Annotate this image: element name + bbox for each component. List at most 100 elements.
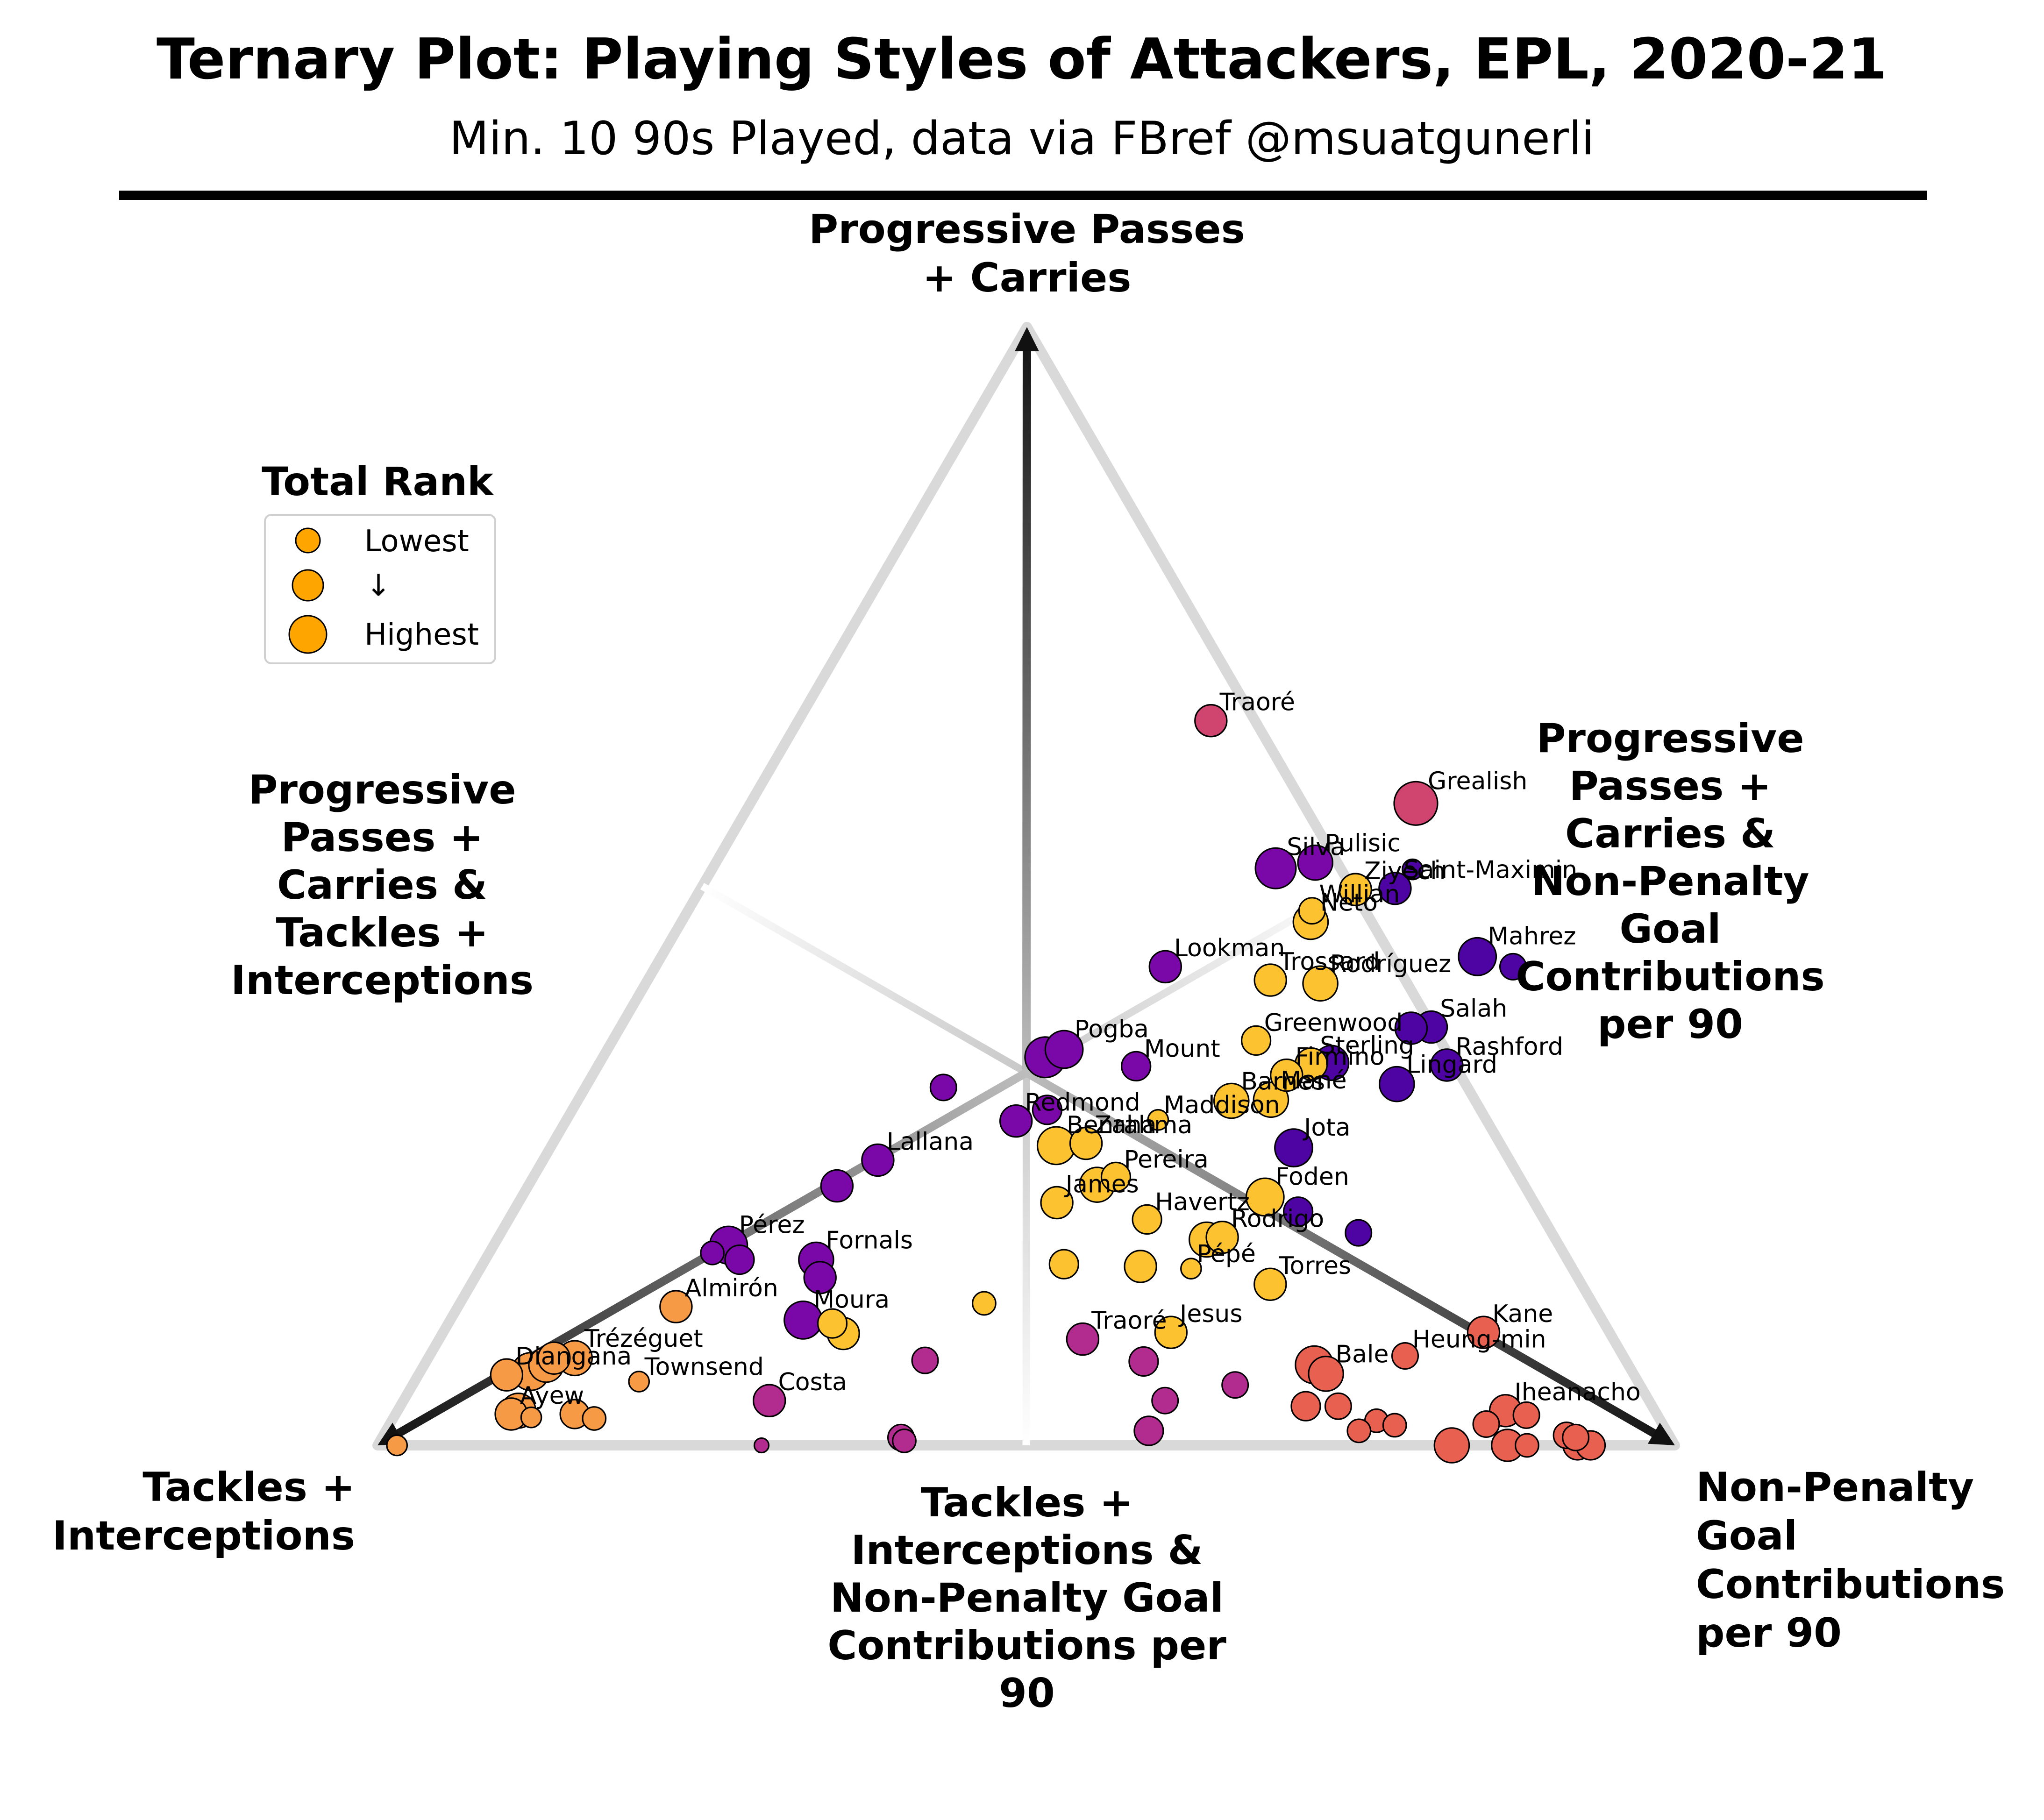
data-point xyxy=(1254,847,1297,889)
arrow-progressive-shaft xyxy=(1022,342,1031,1073)
point-label: Maddison xyxy=(1164,1091,1280,1119)
data-point xyxy=(1128,1346,1159,1377)
point-label: Pulisic xyxy=(1325,830,1401,858)
arrow-goal-contributions-head xyxy=(1647,1422,1675,1445)
axis-label-bottom-line: Interceptions & xyxy=(851,1527,1203,1574)
axis-label-left-line: Interceptions xyxy=(52,1513,355,1559)
data-point xyxy=(1205,1220,1239,1254)
data-point xyxy=(1324,1392,1352,1420)
point-label: Townsend xyxy=(644,1353,764,1381)
data-point xyxy=(1151,1386,1179,1415)
point-label: Lingard xyxy=(1406,1051,1497,1079)
data-point xyxy=(1044,1030,1084,1069)
point-label: Mount xyxy=(1144,1035,1220,1063)
data-point xyxy=(1121,1051,1152,1081)
data-point xyxy=(1393,781,1439,826)
data-point xyxy=(1253,1267,1287,1301)
point-label: James xyxy=(1064,1170,1139,1198)
axis-label-bottom-line: 90 xyxy=(999,1670,1055,1717)
point-label: Diangana xyxy=(515,1343,632,1371)
point-label: Iheanacho xyxy=(1514,1379,1640,1407)
data-points xyxy=(386,704,1606,1464)
data-point xyxy=(1346,1418,1372,1443)
point-label: Firmino xyxy=(1296,1043,1385,1071)
data-point xyxy=(1458,937,1497,976)
data-point xyxy=(1391,1342,1419,1370)
point-label: Bale xyxy=(1336,1341,1389,1369)
axis-label-upper-right-line: Passes + xyxy=(1569,763,1772,810)
data-point xyxy=(1032,1095,1062,1125)
data-point xyxy=(582,1406,607,1431)
data-point xyxy=(1297,844,1334,881)
axis-label-bottom: Tackles + Interceptions & Non-Penalty Goal… xyxy=(827,1479,1226,1717)
data-point xyxy=(1339,873,1372,906)
axis-label-upper-left: Progressive Passes + Carries & Tackles + Int… xyxy=(231,767,534,1004)
data-point xyxy=(1148,950,1182,984)
data-point xyxy=(1378,872,1412,905)
data-point xyxy=(1302,965,1339,1002)
data-point xyxy=(817,1308,848,1339)
point-label: Lookman xyxy=(1174,934,1285,962)
point-label: Traoré xyxy=(1219,689,1295,717)
point-label: Ayew xyxy=(520,1382,584,1410)
data-point xyxy=(1253,1081,1289,1118)
data-point xyxy=(753,1437,770,1454)
data-point xyxy=(1270,1058,1303,1092)
axis-label-right-line: Non-Penalty xyxy=(1696,1464,1974,1511)
data-point xyxy=(1133,1415,1164,1446)
arrow-progressive-head xyxy=(1014,327,1039,352)
data-point xyxy=(1472,1410,1500,1438)
data-point xyxy=(659,1290,693,1323)
point-label: Trézéguet xyxy=(584,1325,703,1353)
point-label: Neto xyxy=(1320,889,1378,917)
data-point xyxy=(999,1104,1033,1138)
axis-label-left: Tackles + Interceptions xyxy=(52,1464,355,1559)
data-point xyxy=(803,1261,837,1294)
data-point xyxy=(386,1434,408,1457)
legend-label-lowest: Lowest xyxy=(364,524,469,559)
point-label: Rodrigo xyxy=(1231,1205,1324,1233)
axis-label-right: Non-Penalty Goal Contributions per 90 xyxy=(1696,1464,2005,1656)
point-label: Kane xyxy=(1492,1300,1553,1328)
data-point xyxy=(1514,1433,1539,1458)
legend-marker-lowest xyxy=(295,527,321,554)
axis-label-upper-left-line: Progressive xyxy=(248,767,516,813)
data-point xyxy=(1154,1315,1188,1349)
axis-label-top-line: + Carries xyxy=(923,255,1132,301)
data-point xyxy=(1040,1186,1074,1220)
point-label: Greenwood xyxy=(1264,1009,1403,1037)
point-label: Lallana xyxy=(887,1128,974,1156)
point-label: Jota xyxy=(1303,1114,1350,1142)
point-label: Zaha xyxy=(1095,1111,1156,1139)
axis-label-upper-right-line: Contributions xyxy=(1516,953,1824,1000)
data-point xyxy=(1499,953,1527,981)
data-point xyxy=(1048,1249,1079,1280)
point-label: Havertz xyxy=(1155,1188,1250,1216)
point-label: Jesus xyxy=(1178,1300,1242,1328)
axis-label-bottom-line: Tackles + xyxy=(921,1479,1133,1526)
chart-title: Ternary Plot: Playing Styles of Attacker… xyxy=(157,27,1887,92)
data-point xyxy=(1283,1196,1314,1227)
axis-label-upper-left-line: Carries & xyxy=(277,862,487,909)
title-divider xyxy=(119,191,1927,200)
axis-label-left-line: Tackles + xyxy=(142,1464,355,1511)
arrow-goal-contributions-shaft xyxy=(1024,1069,1664,1441)
legend-label-highest: Highest xyxy=(364,618,479,652)
axis-label-bottom-line: Non-Penalty Goal xyxy=(830,1575,1224,1621)
axis-label-upper-right-line: Carries & xyxy=(1565,810,1775,857)
axis-label-right-line: Goal xyxy=(1696,1513,1797,1559)
data-point xyxy=(1194,704,1228,738)
point-label: Heung-min xyxy=(1412,1325,1546,1353)
point-label: Torres xyxy=(1279,1252,1352,1280)
point-label: Mané xyxy=(1281,1066,1347,1095)
axis-label-top-line: Progressive Passes xyxy=(809,206,1245,253)
point-label: Pogba xyxy=(1075,1015,1149,1043)
point-label: Willian xyxy=(1319,881,1400,909)
data-point xyxy=(1430,1048,1464,1082)
data-point xyxy=(1132,1204,1162,1235)
point-label: Moura xyxy=(813,1286,890,1314)
point-label: Pérez xyxy=(739,1211,805,1239)
axis-label-upper-right-line: Goal xyxy=(1619,906,1721,953)
point-label: Foden xyxy=(1275,1163,1349,1191)
